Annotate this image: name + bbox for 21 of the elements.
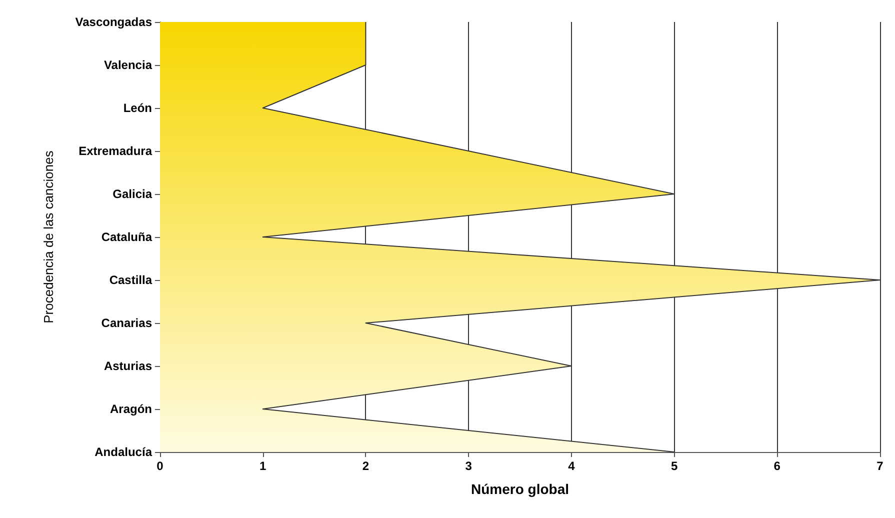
- y-tick-label: Cataluña: [101, 230, 152, 244]
- y-tick-label: Canarias: [101, 316, 152, 330]
- x-tick-label: 1: [260, 459, 267, 473]
- x-tick-label: 7: [876, 459, 884, 473]
- x-tick-label: 5: [670, 459, 678, 473]
- y-axis-title: Procedencia de las canciones: [41, 150, 56, 324]
- y-tick-label: Valencia: [104, 58, 152, 72]
- x-tick-label: 6: [774, 459, 781, 473]
- y-tick-label: Extremadura: [78, 144, 152, 158]
- y-tick-label: León: [123, 101, 152, 115]
- x-tick-label: 0: [156, 459, 164, 473]
- y-tick-label: Galicia: [112, 187, 152, 201]
- x-axis-title: Número global: [470, 481, 570, 497]
- x-tick-label: 4: [568, 459, 576, 473]
- y-tick-label: Castilla: [109, 273, 152, 287]
- y-tick-label: Aragón: [110, 402, 152, 416]
- y-tick-label: Andalucía: [94, 445, 152, 459]
- y-tick-label: Asturias: [104, 359, 152, 373]
- y-tick-label: Vascongadas: [75, 15, 152, 29]
- x-tick-label: 3: [465, 459, 472, 473]
- x-tick-label: 2: [362, 459, 370, 473]
